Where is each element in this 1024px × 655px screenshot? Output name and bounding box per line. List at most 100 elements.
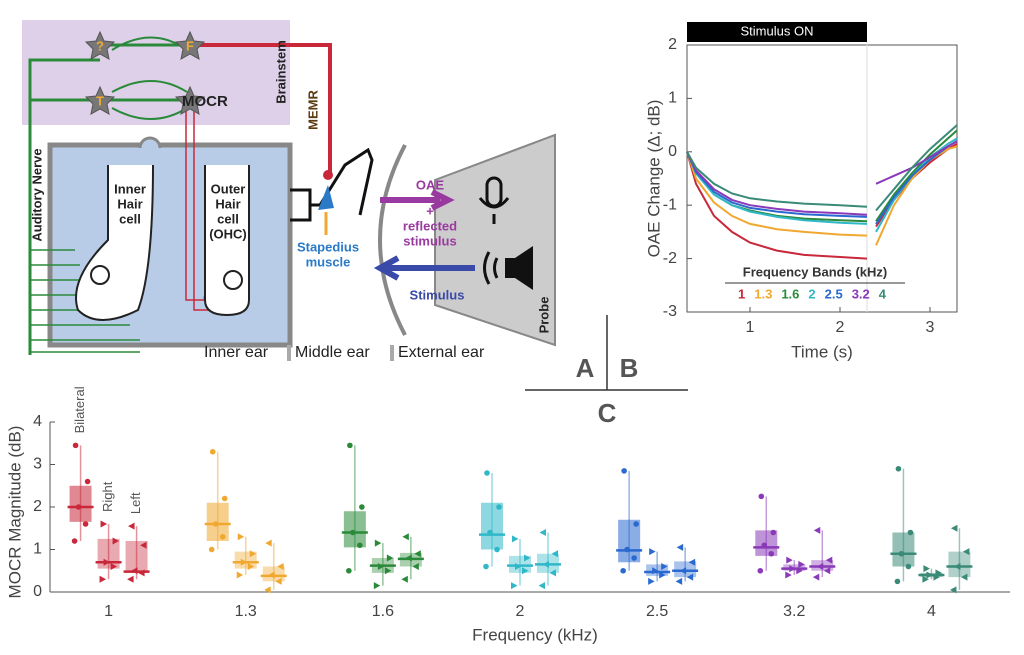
point: [538, 582, 545, 590]
stapedius: [318, 185, 334, 210]
box: [97, 538, 120, 569]
point: [679, 567, 687, 575]
nucleus: [90, 265, 110, 285]
ohc-label: Hair: [215, 196, 240, 211]
point: [758, 493, 765, 500]
point: [377, 563, 385, 570]
point: [926, 571, 933, 579]
point: [247, 563, 255, 570]
point: [549, 569, 556, 577]
box: [755, 530, 778, 556]
reflected-label: reflected: [403, 218, 457, 233]
point: [922, 575, 929, 583]
point: [99, 575, 107, 583]
x-tick-label: 3: [926, 319, 935, 336]
point: [140, 541, 147, 549]
point: [100, 520, 108, 528]
legend-entry: 3.2: [852, 286, 870, 301]
inner-ear-bump: [138, 136, 162, 149]
point: [905, 563, 912, 570]
point: [405, 554, 412, 562]
box: [481, 502, 503, 550]
ohc-label: (OHC): [209, 226, 247, 241]
mic-icon: [478, 197, 510, 224]
series-line: [686, 142, 958, 260]
plus-label: +: [426, 203, 434, 218]
point: [962, 548, 970, 556]
point: [386, 554, 394, 562]
point: [384, 567, 392, 575]
stars: [84, 30, 206, 115]
legend-title: Frequency Bands (kHz): [743, 264, 887, 279]
point: [209, 448, 216, 455]
point: [960, 573, 968, 581]
point: [950, 524, 958, 532]
nerve-fibers: [30, 249, 140, 353]
point: [933, 573, 940, 581]
star: [84, 85, 116, 115]
memr-dot: [323, 170, 333, 180]
speaker-waves: [483, 251, 499, 285]
point: [768, 550, 775, 557]
y-tick-label: 0: [33, 583, 42, 600]
point: [275, 577, 282, 585]
point: [208, 546, 215, 553]
point: [75, 504, 82, 510]
point: [374, 539, 382, 547]
point: [103, 558, 111, 566]
point: [676, 543, 684, 551]
mocr-label: MOCR: [182, 93, 228, 110]
point: [82, 521, 89, 527]
region-sep: [390, 345, 394, 361]
stimulus-label: Stimulus: [410, 287, 465, 302]
panel-label: C: [598, 398, 617, 428]
point: [219, 533, 226, 540]
point: [816, 563, 824, 570]
x-tick-label: 2: [836, 319, 845, 336]
point: [895, 465, 902, 472]
star-label: F: [186, 38, 194, 53]
point: [483, 563, 489, 570]
reflected-label: stimulus: [403, 233, 456, 248]
probe-label: Probe: [536, 297, 551, 334]
point: [496, 504, 502, 510]
brainstem-region: [22, 20, 290, 125]
star: [174, 30, 206, 60]
point: [661, 563, 668, 570]
x-tick-label: 2: [516, 603, 525, 620]
x-tick-label: 1: [104, 603, 113, 620]
box: [618, 519, 641, 563]
legend-entry: 4: [879, 286, 887, 301]
ohc-label: Outer: [211, 181, 246, 196]
point: [761, 542, 768, 549]
x-axis-label: Frequency (kHz): [472, 625, 598, 644]
point: [110, 563, 118, 570]
y-tick-label: 0: [668, 143, 677, 160]
y-tick-label: 4: [33, 413, 42, 430]
point: [923, 565, 930, 573]
y-axis-label: OAE Change (Δ; dB): [644, 100, 663, 258]
point: [249, 550, 257, 558]
x-tick-label: 4: [927, 603, 936, 620]
point: [412, 563, 419, 570]
point: [542, 560, 549, 568]
point: [953, 563, 961, 570]
region-label: Inner ear: [204, 344, 269, 361]
point: [265, 539, 272, 547]
star: [174, 85, 206, 115]
point: [221, 495, 228, 502]
point: [949, 586, 957, 594]
point: [522, 567, 529, 575]
y-tick-label: -3: [663, 303, 677, 320]
speaker-icon: [505, 246, 533, 290]
point: [84, 478, 91, 485]
point: [112, 537, 120, 545]
annotation: Stimulus ON: [741, 23, 814, 38]
panel-divider: A B C: [525, 315, 688, 428]
box: [343, 511, 366, 548]
point: [401, 575, 408, 583]
point: [796, 567, 803, 575]
point: [770, 529, 777, 536]
probe: [434, 133, 556, 347]
stapedius-label: muscle: [306, 254, 351, 269]
